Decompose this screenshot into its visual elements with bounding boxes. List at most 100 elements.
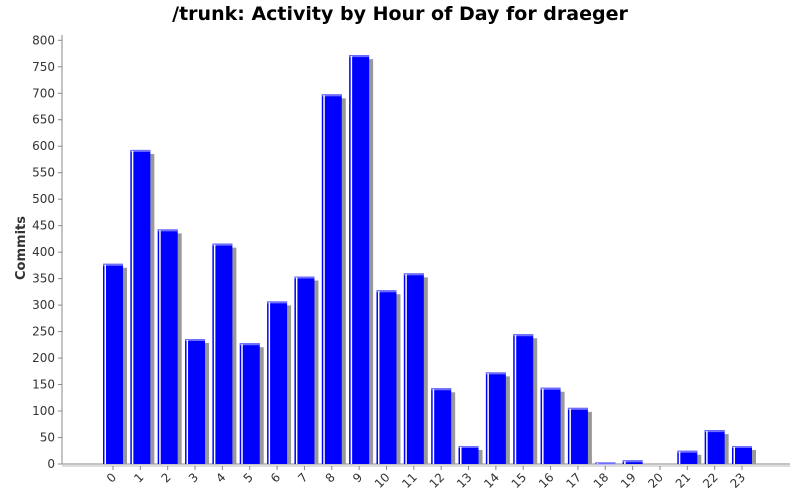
- x-tick-label: 1: [131, 470, 146, 485]
- bar-highlight-top: [267, 301, 288, 304]
- bar-highlight-top: [403, 273, 424, 276]
- bar-highlight-left: [104, 264, 106, 464]
- bar-highlight-left: [487, 373, 489, 464]
- bar-highlight-top: [677, 450, 698, 453]
- bar-highlight-top: [239, 343, 260, 346]
- bar-highlight-left: [350, 56, 353, 465]
- bar-highlight-left: [624, 461, 626, 464]
- x-tick-label: 16: [536, 470, 557, 491]
- bar-body: [294, 276, 315, 464]
- x-tick-label: 13: [454, 470, 475, 491]
- x-tick-label: 3: [186, 470, 201, 485]
- x-tick-label: 0: [104, 470, 119, 485]
- bar-8: [321, 94, 346, 465]
- bar-4: [212, 243, 237, 464]
- bar-body: [567, 407, 588, 464]
- bar-highlight-top: [294, 276, 315, 279]
- bar-highlight-left: [213, 244, 216, 464]
- x-tick-label: 19: [618, 470, 639, 491]
- chart-title: /trunk: Activity by Hour of Day for drae…: [172, 3, 628, 25]
- x-axis: 0 1 2 3 4 5 6 7 8 9 10 11 12 13 14 15 16 17 18 19 20 21 22 23: [104, 466, 748, 491]
- bar-1: [130, 149, 155, 464]
- y-tick-label: 400: [32, 245, 55, 259]
- bar-highlight-top: [212, 243, 233, 246]
- bar-body: [732, 445, 752, 464]
- bar-13: [458, 445, 483, 464]
- y-tick-label: 700: [32, 86, 55, 100]
- bar-19: [622, 460, 643, 464]
- y-tick-label: 650: [32, 113, 55, 127]
- bar-2: [157, 229, 182, 464]
- bar-highlight-left: [542, 388, 544, 464]
- bar-highlight-left: [569, 408, 571, 464]
- x-tick-label: 20: [645, 470, 666, 491]
- bar-body: [704, 430, 725, 464]
- bar-body: [376, 290, 397, 464]
- bar-body: [130, 149, 151, 464]
- x-tick-label: 15: [509, 470, 530, 491]
- y-tick-label: 750: [32, 60, 55, 74]
- bars: [103, 55, 756, 465]
- bar-15: [513, 334, 538, 464]
- bar-highlight-top: [431, 388, 452, 391]
- y-tick-label: 50: [40, 431, 55, 445]
- bar-16: [540, 387, 565, 464]
- y-tick-label: 450: [32, 219, 55, 233]
- bar-highlight-left: [706, 431, 708, 464]
- x-tick-label: 21: [673, 470, 694, 491]
- y-tick-label: 200: [32, 351, 55, 365]
- x-tick-label: 4: [213, 470, 228, 485]
- bar-highlight-top: [130, 149, 151, 152]
- y-tick-label: 550: [32, 166, 55, 180]
- y-tick-label: 500: [32, 192, 55, 206]
- x-tick-label: 17: [563, 470, 584, 491]
- bar-9: [349, 55, 374, 465]
- bar-highlight-left: [159, 230, 161, 464]
- bar-body: [267, 301, 288, 464]
- bar-highlight-top: [704, 430, 725, 433]
- x-tick-label: 10: [372, 470, 393, 491]
- x-tick-label: 5: [241, 470, 256, 485]
- y-axis: 0 50 100 150 200 250 300 350 400 450 500 550 600 650 7…: [32, 33, 62, 471]
- bar-body: [513, 334, 534, 464]
- bar-body: [239, 343, 260, 464]
- bar-12: [431, 388, 456, 464]
- bar-5: [239, 343, 264, 464]
- bar-highlight-left: [268, 302, 271, 464]
- x-tick-label: 12: [427, 470, 448, 491]
- bar-highlight-left: [186, 340, 189, 464]
- bar-highlight-left: [460, 446, 462, 464]
- bar-highlight-left: [432, 389, 435, 464]
- bar-body: [349, 55, 370, 465]
- bar-highlight-left: [131, 150, 134, 464]
- bar-highlight-top: [321, 94, 342, 97]
- y-tick-label: 250: [32, 325, 55, 339]
- bar-highlight-left: [596, 463, 599, 464]
- y-tick-label: 350: [32, 272, 55, 286]
- bar-23: [732, 445, 756, 464]
- bar-highlight-top: [540, 387, 561, 390]
- x-tick-label: 11: [399, 470, 420, 491]
- bar-highlight-left: [678, 451, 681, 464]
- bar-18: [595, 462, 616, 465]
- bar-body: [540, 387, 561, 464]
- bar-highlight-top: [595, 462, 616, 465]
- y-tick-label: 800: [32, 33, 55, 47]
- bar-highlight-top: [185, 339, 206, 342]
- bar-7: [294, 276, 319, 464]
- bar-highlight-left: [241, 344, 243, 464]
- bar-14: [485, 372, 510, 464]
- bar-body: [103, 263, 123, 464]
- x-tick-label: 9: [350, 470, 365, 485]
- bar-0: [103, 263, 127, 464]
- bar-highlight-top: [458, 445, 479, 448]
- bar-body: [321, 94, 342, 465]
- y-tick-label: 600: [32, 139, 55, 153]
- bar-11: [403, 273, 428, 464]
- bar-6: [267, 301, 292, 464]
- x-tick-label: 2: [159, 470, 174, 485]
- bar-highlight-top: [567, 407, 588, 410]
- bar-highlight-left: [733, 446, 735, 464]
- bar-body: [185, 339, 206, 464]
